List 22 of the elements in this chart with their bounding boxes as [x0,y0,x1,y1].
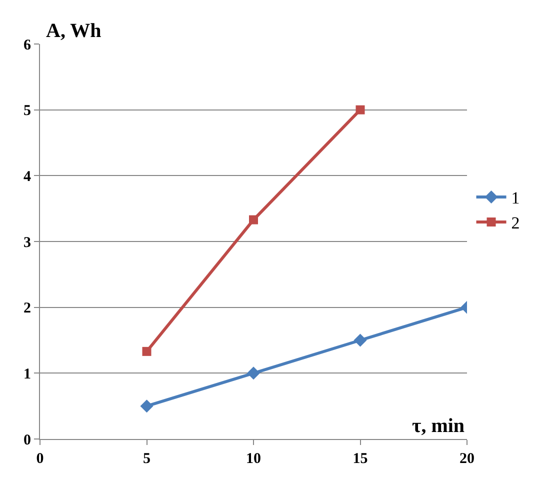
x-tick-label: 10 [246,451,261,467]
y-tick-label: 3 [24,234,31,251]
y-tick-label: 1 [24,366,31,382]
point [142,346,152,356]
y-tick-label: 4 [24,168,32,185]
legend-label: 1 [511,188,520,208]
y-tick-label: 2 [24,300,31,317]
point [249,215,258,224]
point [354,334,367,347]
y-tick-label: 5 [24,103,31,120]
y-tick-label: 6 [24,37,32,54]
y-tick-label: 0 [24,432,31,448]
y-axis-title: A, Wh [46,20,102,42]
x-tick-label: 15 [352,451,368,467]
legend-label: 2 [511,214,520,233]
x-tick-label: 5 [143,451,150,467]
x-tick-label: 20 [460,451,474,467]
point [140,400,154,413]
x-axis-title: τ, min [412,415,465,437]
point [356,105,365,114]
point [247,366,260,380]
x-tick-label: 0 [36,451,44,467]
